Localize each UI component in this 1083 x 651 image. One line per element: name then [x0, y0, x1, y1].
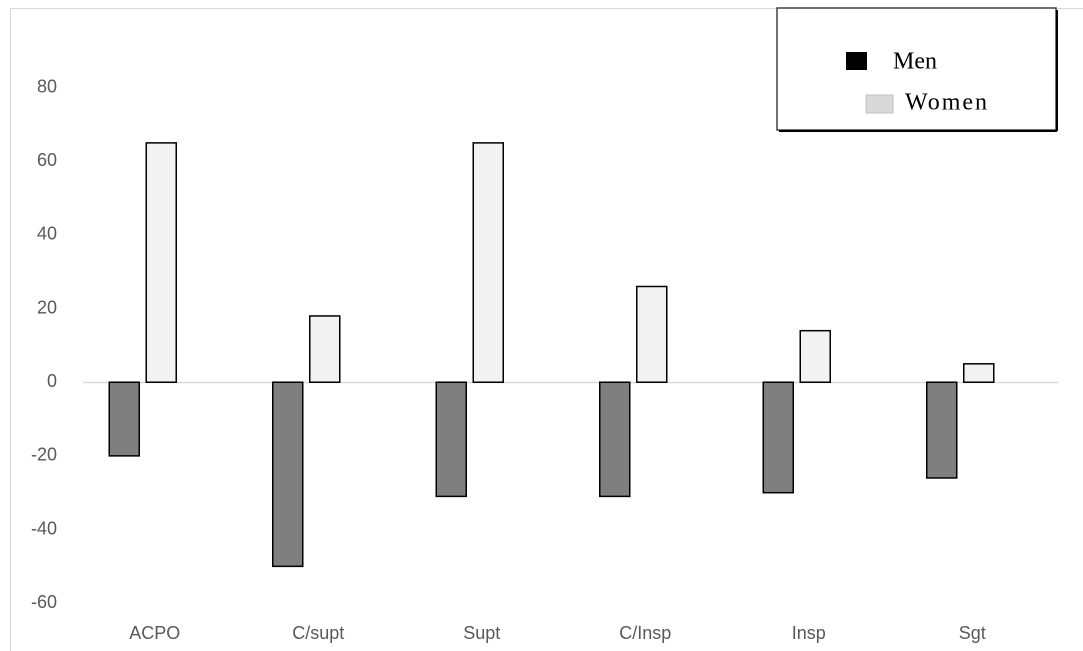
bar [309, 315, 341, 383]
y-tick-label: 20 [37, 297, 57, 317]
x-tick-label: Supt [463, 623, 500, 643]
y-tick-label: -60 [31, 592, 57, 612]
x-tick-label: ACPO [129, 623, 180, 643]
bar [472, 142, 504, 383]
chart-border [10, 8, 1083, 651]
bar [435, 381, 467, 498]
x-tick-label: Sgt [959, 623, 986, 643]
y-tick-label: -20 [31, 445, 57, 465]
bar [599, 381, 631, 498]
y-tick-label: -40 [31, 518, 57, 538]
legend-swatch [846, 52, 867, 70]
x-tick-label: C/supt [292, 623, 344, 643]
bar [145, 142, 177, 383]
bar [926, 381, 958, 479]
x-tick-label: Insp [792, 623, 826, 643]
bar [799, 329, 831, 383]
y-tick-label: 60 [37, 150, 57, 170]
legend-label: Women [905, 90, 989, 116]
y-tick-label: 80 [37, 76, 57, 96]
x-tick-label: C/Insp [619, 623, 671, 643]
bar [108, 381, 140, 457]
bar [272, 381, 304, 568]
y-tick-label: 40 [37, 224, 57, 244]
bar [636, 285, 668, 383]
bar [762, 381, 794, 494]
legend-swatch [865, 94, 894, 114]
legend-label: Men [893, 49, 937, 75]
legend [776, 7, 1058, 132]
y-tick-label: 0 [47, 371, 57, 391]
bar [963, 363, 995, 383]
